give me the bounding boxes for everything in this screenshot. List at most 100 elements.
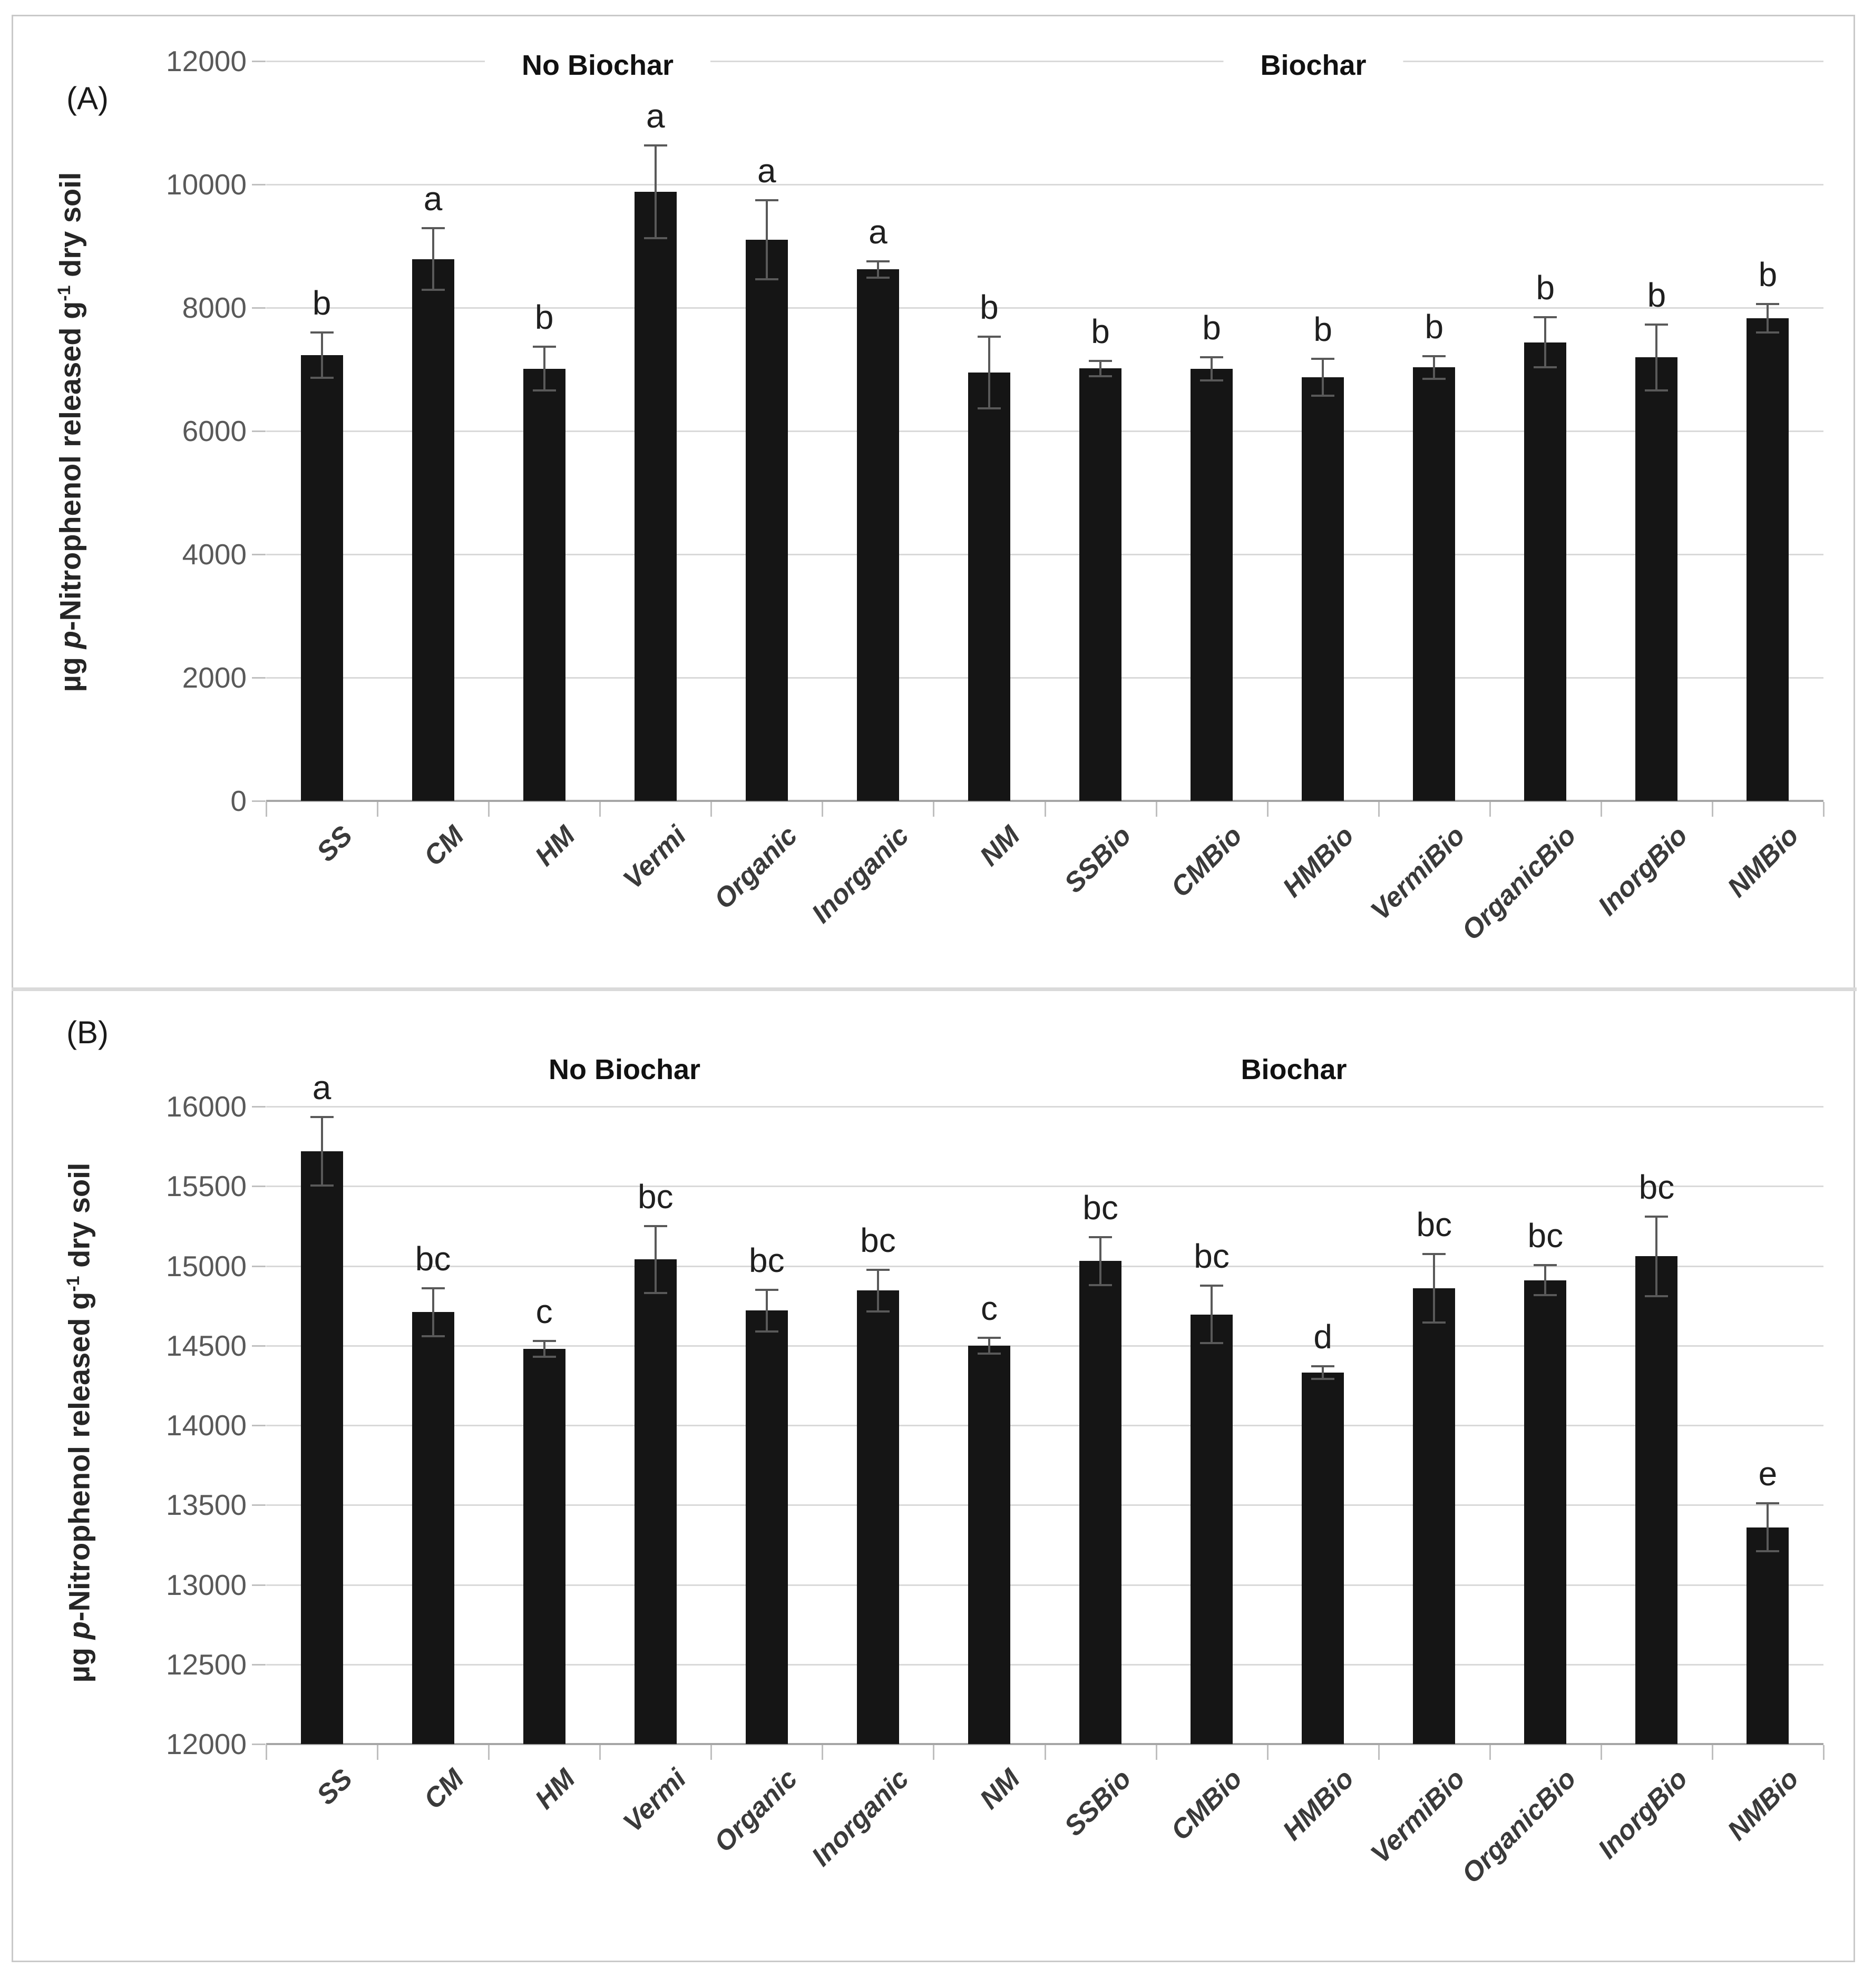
error-bar-cap (1422, 1252, 1446, 1255)
y-tick-label: 15000 (166, 1249, 247, 1282)
x-tick (1155, 802, 1157, 817)
x-axis-line (266, 1743, 1823, 1745)
y-tick-label: 14500 (166, 1329, 247, 1362)
x-category-label: CMBio (1165, 1763, 1248, 1847)
bar-vermibio (1413, 1288, 1456, 1744)
gridline (266, 1663, 1823, 1666)
bar-nmbio (1747, 318, 1789, 801)
x-category-label: Vermi (617, 1763, 692, 1838)
gridline (266, 307, 1823, 309)
error-bar (1099, 360, 1102, 376)
x-tick (1711, 1745, 1713, 1760)
error-bar-cap (310, 377, 334, 379)
x-category-label: Organic (708, 1763, 804, 1858)
error-bar-cap (532, 1339, 556, 1342)
error-bar (1767, 303, 1769, 332)
sig-letter: bc (1194, 1237, 1230, 1276)
bar-cmbio (1191, 368, 1233, 801)
x-tick (1378, 802, 1380, 817)
error-bar-cap (977, 407, 1001, 409)
error-bar (1322, 1366, 1324, 1379)
error-bar-cap (866, 1310, 890, 1313)
bar-nm (968, 372, 1010, 801)
error-bar-cap (977, 1336, 1001, 1339)
x-tick (488, 802, 490, 817)
error-bar-cap (755, 199, 778, 202)
sig-letter: c (980, 1289, 998, 1327)
x-tick (1823, 1745, 1825, 1760)
gridline (266, 1265, 1823, 1267)
error-bar-cap (1200, 379, 1224, 382)
y-tick-label: 0 (230, 785, 247, 817)
error-bar-cap (1200, 1342, 1224, 1345)
error-bar-cap (866, 1269, 890, 1271)
x-tick (1266, 802, 1269, 817)
sig-letter: bc (860, 1221, 896, 1260)
x-tick (266, 1745, 267, 1760)
y-tick-label: 14000 (166, 1409, 247, 1442)
error-bar-cap (866, 276, 890, 279)
y-tick (252, 307, 266, 309)
sig-letter: d (1313, 1318, 1332, 1356)
gridline (266, 61, 1823, 62)
bar-inorgbio (1635, 1256, 1678, 1744)
error-bar-cap (1311, 1378, 1335, 1380)
error-bar-cap (310, 1115, 334, 1118)
gridline (266, 1425, 1823, 1426)
error-bar (1099, 1237, 1102, 1285)
sig-letter: a (646, 96, 665, 135)
sig-letter: a (312, 1068, 331, 1106)
bar-inorgbio (1635, 357, 1678, 801)
x-category-label: VermiBio (1364, 1763, 1471, 1869)
error-bar (432, 228, 434, 290)
x-category-label: HMBio (1276, 1763, 1360, 1847)
group-label-biochar: Biochar (1241, 1054, 1347, 1085)
error-bar-cap (421, 289, 445, 291)
error-bar-cap (421, 227, 445, 230)
x-tick (1823, 802, 1825, 817)
error-bar-cap (1534, 316, 1557, 318)
error-bar-cap (755, 1330, 778, 1333)
error-bar-cap (1534, 1264, 1557, 1266)
x-tick (1044, 802, 1046, 817)
group-label-no-biochar: No Biochar (548, 1054, 701, 1085)
sig-letter: a (869, 213, 887, 251)
y-tick (252, 1106, 266, 1108)
sig-letter: a (757, 152, 776, 190)
y-tick (252, 800, 266, 802)
error-bar-cap (1422, 355, 1446, 358)
x-category-label: HM (529, 1763, 581, 1815)
error-bar-cap (643, 237, 667, 240)
error-bar-cap (1311, 1365, 1335, 1368)
error-bar-cap (1756, 1502, 1780, 1505)
y-tick (252, 1425, 266, 1426)
error-bar-cap (421, 1335, 445, 1337)
x-tick (822, 1745, 824, 1760)
gridline (266, 1584, 1823, 1586)
bar-vermi (634, 192, 677, 801)
bar-hm (523, 368, 565, 801)
bar-cmbio (1191, 1314, 1233, 1744)
bar-nmbio (1747, 1527, 1789, 1744)
bar-nm (968, 1345, 1010, 1744)
y-tick-label: 2000 (182, 661, 247, 694)
error-bar-cap (1534, 366, 1557, 369)
x-category-label: CM (418, 1763, 470, 1815)
x-tick (1378, 1745, 1380, 1760)
x-tick (1711, 802, 1713, 817)
sig-letter: b (1091, 312, 1110, 350)
x-category-label: SS (311, 1763, 359, 1811)
error-bar (320, 1117, 323, 1186)
gridline (266, 554, 1823, 555)
error-bar-cap (1311, 358, 1335, 360)
y-tick-label: 12000 (166, 1728, 247, 1760)
y-tick (252, 677, 266, 679)
bar-organicbio (1524, 342, 1567, 801)
x-tick (488, 1745, 490, 1760)
y-tick (252, 430, 266, 432)
error-bar-cap (755, 278, 778, 281)
y-tick (252, 1504, 266, 1506)
bar-cm (412, 1312, 454, 1744)
error-bar-cap (1756, 1550, 1780, 1552)
